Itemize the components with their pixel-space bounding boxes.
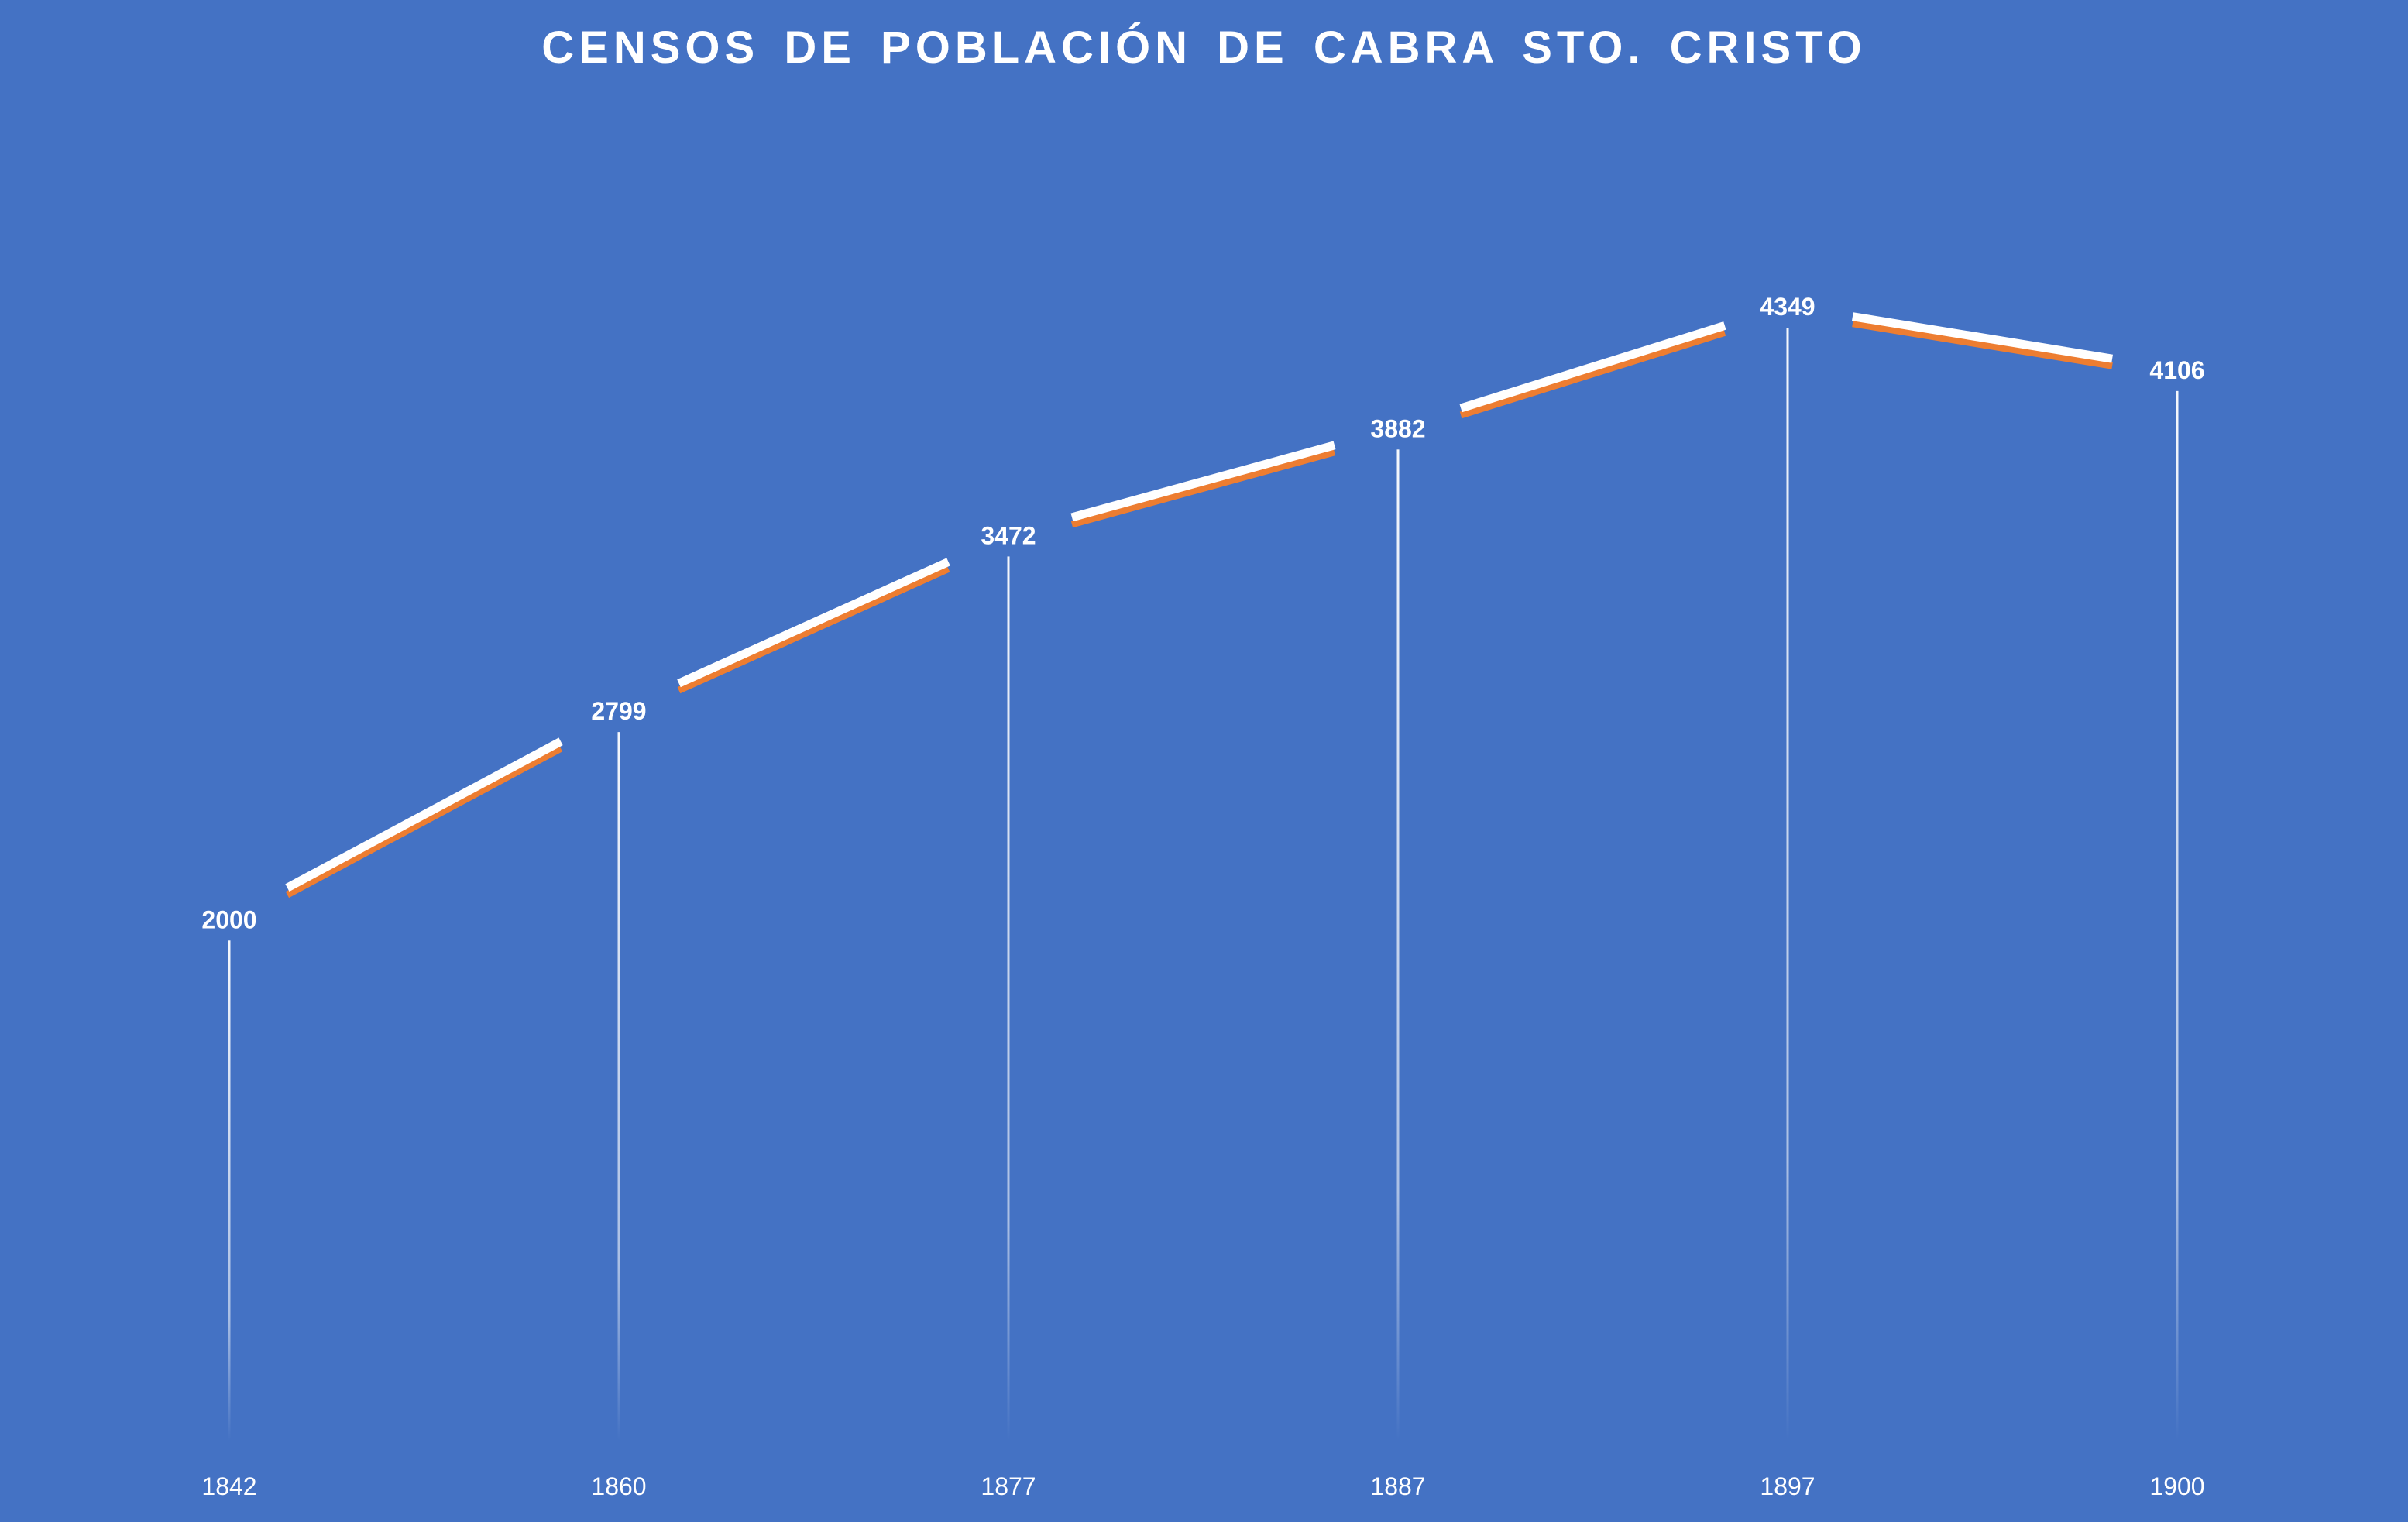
- drop-line-1860: [617, 732, 620, 1441]
- line-segment-1860-1877: [677, 558, 950, 688]
- line-shadow-segment-1887-1897: [1459, 329, 1726, 419]
- line-segment-1842-1860: [285, 737, 563, 892]
- line-shadow-segment-1860-1877: [677, 565, 950, 694]
- line-shadow-segment-1842-1860: [285, 745, 563, 898]
- drop-line-1900: [2176, 390, 2179, 1441]
- data-label-1887: 3882: [1370, 414, 1425, 442]
- drop-line-1887: [1396, 449, 1400, 1441]
- drop-line-1877: [1007, 556, 1010, 1441]
- x-tick-label-1860: 1860: [591, 1472, 646, 1500]
- x-tick-label-1842: 1842: [201, 1472, 256, 1500]
- data-label-1842: 2000: [201, 905, 256, 933]
- x-tick-label-1877: 1877: [981, 1472, 1036, 1500]
- line-shadow-segment-1897-1900: [1852, 320, 2113, 369]
- drop-lines: [228, 328, 2179, 1441]
- data-label-1860: 2799: [591, 697, 646, 725]
- data-label-1900: 4106: [2149, 356, 2204, 384]
- data-label-1897: 4349: [1760, 293, 1815, 321]
- data-labels: 2000 2799 3472 3882 4349 4106: [201, 293, 2204, 933]
- drop-line-1897: [1786, 328, 1789, 1441]
- line-segment-1877-1887: [1070, 441, 1336, 522]
- x-axis-ticks: 1842 1860 1877 1887 1897 1900: [201, 1472, 2204, 1500]
- series-lines: [285, 312, 2113, 898]
- data-label-1877: 3472: [981, 521, 1036, 549]
- x-tick-label-1900: 1900: [2149, 1472, 2204, 1500]
- chart-title: CENSOS DE POBLACIÓN DE CABRA STO. CRISTO: [541, 22, 1867, 73]
- x-tick-label-1897: 1897: [1760, 1472, 1815, 1500]
- drop-line-1842: [228, 940, 231, 1441]
- line-segment-1897-1900: [1852, 312, 2113, 363]
- line-segment-1887-1897: [1459, 321, 1726, 413]
- x-tick-label-1887: 1887: [1370, 1472, 1425, 1500]
- line-shadow-segment-1877-1887: [1070, 448, 1336, 528]
